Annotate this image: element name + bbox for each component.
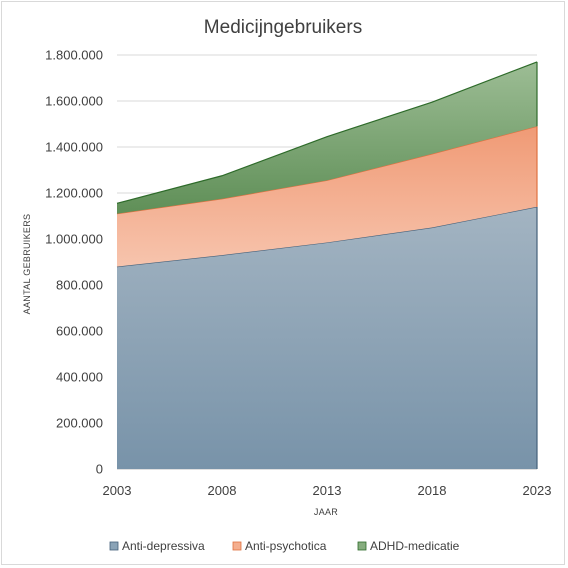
y-tick-label: 0 xyxy=(96,462,103,477)
y-tick-label: 800.000 xyxy=(56,278,103,293)
legend-swatch xyxy=(232,541,242,551)
legend-label: Anti-psychotica xyxy=(245,539,327,553)
legend-item: Anti-psychotica xyxy=(232,539,327,553)
line-adhd-medicatie xyxy=(116,61,538,204)
axis-ticks: 0 200.000 400.000 600.000 800.000 1.000.000 1.… xyxy=(45,48,551,499)
legend-item: Anti-depressiva xyxy=(109,539,205,553)
chart-title: Medicijngebruikers xyxy=(204,17,362,38)
y-tick-label: 200.000 xyxy=(56,416,103,431)
y-axis-title: AANTAL GEBRUIKERS xyxy=(22,214,32,315)
x-tick-label: 2013 xyxy=(313,483,342,498)
area-anti-psychotica xyxy=(117,126,537,267)
y-tick-label: 1.400.000 xyxy=(45,140,103,155)
y-tick-label: 600.000 xyxy=(56,324,103,339)
legend-item: ADHD-medicatie xyxy=(357,539,460,553)
plot-area xyxy=(116,61,538,470)
x-tick-label: 2003 xyxy=(103,483,132,498)
y-tick-label: 1.800.000 xyxy=(45,48,103,63)
x-tick-label: 2023 xyxy=(523,483,552,498)
y-tick-label: 400.000 xyxy=(56,370,103,385)
x-tick-label: 2008 xyxy=(208,483,237,498)
y-tick-label: 1.600.000 xyxy=(45,94,103,109)
y-tick-label: 1.200.000 xyxy=(45,186,103,201)
x-tick-label: 2018 xyxy=(418,483,447,498)
x-axis-title: JAAR xyxy=(314,507,338,517)
area-anti-depressiva xyxy=(117,206,537,470)
legend-label: Anti-depressiva xyxy=(122,539,205,553)
legend-label: ADHD-medicatie xyxy=(370,539,460,553)
legend-swatch xyxy=(109,541,119,551)
legend: Anti-depressiva Anti-psychotica ADHD-medic… xyxy=(109,539,460,553)
legend-swatch xyxy=(357,541,367,551)
y-tick-label: 1.000.000 xyxy=(45,232,103,247)
